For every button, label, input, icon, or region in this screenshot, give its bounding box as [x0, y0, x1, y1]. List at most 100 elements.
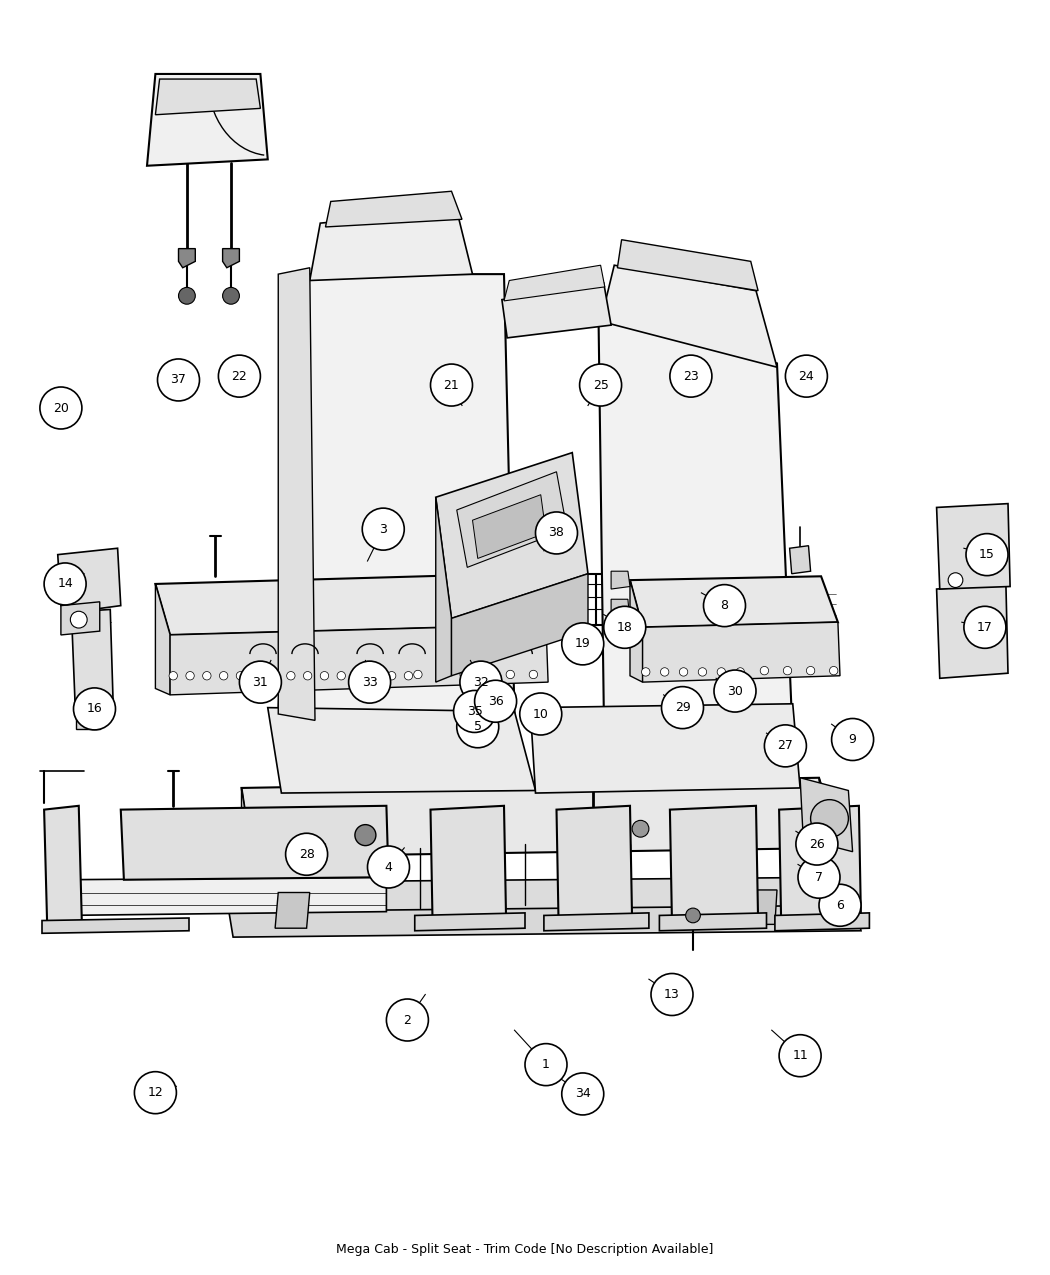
- Polygon shape: [630, 576, 838, 627]
- Text: 10: 10: [532, 708, 549, 720]
- Circle shape: [964, 607, 1006, 648]
- Polygon shape: [275, 892, 310, 928]
- Circle shape: [355, 825, 376, 845]
- Polygon shape: [155, 574, 546, 635]
- Polygon shape: [530, 704, 800, 793]
- Polygon shape: [506, 640, 532, 650]
- Circle shape: [70, 611, 87, 629]
- Circle shape: [806, 667, 815, 674]
- Text: 2: 2: [403, 1014, 412, 1026]
- Circle shape: [368, 847, 410, 887]
- Polygon shape: [819, 778, 845, 882]
- Polygon shape: [670, 806, 758, 924]
- Circle shape: [203, 672, 211, 680]
- Polygon shape: [170, 625, 548, 695]
- Polygon shape: [790, 546, 811, 574]
- Circle shape: [430, 365, 473, 405]
- Circle shape: [186, 672, 194, 680]
- Circle shape: [303, 672, 312, 680]
- Circle shape: [134, 1072, 176, 1113]
- Circle shape: [796, 824, 838, 864]
- Polygon shape: [357, 660, 383, 669]
- Polygon shape: [630, 580, 643, 682]
- Polygon shape: [76, 711, 100, 729]
- Circle shape: [698, 668, 707, 676]
- Circle shape: [270, 672, 278, 680]
- Circle shape: [562, 1074, 604, 1114]
- Text: 35: 35: [466, 705, 483, 718]
- Polygon shape: [44, 806, 82, 928]
- Text: 8: 8: [720, 599, 729, 612]
- Circle shape: [948, 572, 963, 588]
- Polygon shape: [268, 708, 536, 793]
- Circle shape: [178, 287, 195, 305]
- Circle shape: [604, 607, 646, 648]
- Text: 34: 34: [575, 1088, 590, 1100]
- Circle shape: [236, 672, 245, 680]
- Text: 28: 28: [298, 848, 315, 861]
- Polygon shape: [178, 249, 195, 268]
- Circle shape: [966, 534, 1008, 575]
- Circle shape: [830, 667, 838, 674]
- Text: 23: 23: [682, 370, 699, 382]
- Text: 15: 15: [979, 548, 995, 561]
- Text: 18: 18: [616, 621, 633, 634]
- Circle shape: [460, 671, 468, 678]
- Circle shape: [679, 668, 688, 676]
- Text: 4: 4: [384, 861, 393, 873]
- Text: 25: 25: [592, 379, 609, 391]
- Polygon shape: [464, 640, 490, 650]
- Circle shape: [562, 623, 604, 664]
- Circle shape: [158, 360, 200, 400]
- Text: 13: 13: [664, 988, 680, 1001]
- Polygon shape: [611, 599, 630, 625]
- Polygon shape: [278, 268, 315, 720]
- Text: 9: 9: [848, 733, 857, 746]
- Polygon shape: [779, 806, 861, 924]
- Circle shape: [783, 667, 792, 674]
- Polygon shape: [937, 504, 1010, 589]
- Polygon shape: [544, 913, 649, 931]
- Polygon shape: [223, 249, 239, 268]
- Polygon shape: [937, 584, 1008, 678]
- Circle shape: [454, 691, 496, 732]
- Circle shape: [506, 671, 514, 678]
- Polygon shape: [533, 548, 556, 576]
- Text: 37: 37: [170, 374, 187, 386]
- Circle shape: [642, 668, 650, 676]
- Polygon shape: [399, 640, 425, 650]
- Polygon shape: [242, 778, 840, 857]
- Circle shape: [475, 681, 517, 722]
- Circle shape: [525, 1044, 567, 1085]
- Circle shape: [320, 672, 329, 680]
- Circle shape: [798, 857, 840, 898]
- Text: 21: 21: [443, 379, 460, 391]
- Circle shape: [337, 672, 345, 680]
- Polygon shape: [504, 265, 605, 301]
- Polygon shape: [155, 584, 170, 695]
- Circle shape: [536, 513, 578, 553]
- Polygon shape: [643, 622, 840, 682]
- Circle shape: [386, 1000, 428, 1040]
- Polygon shape: [611, 571, 630, 589]
- Circle shape: [40, 388, 82, 428]
- Circle shape: [632, 820, 649, 838]
- Circle shape: [44, 564, 86, 604]
- Polygon shape: [737, 890, 777, 924]
- Circle shape: [287, 672, 295, 680]
- Text: 11: 11: [793, 1049, 808, 1062]
- Text: 29: 29: [674, 701, 691, 714]
- Circle shape: [819, 885, 861, 926]
- Polygon shape: [617, 240, 758, 291]
- Polygon shape: [250, 640, 276, 650]
- Polygon shape: [357, 640, 383, 650]
- Polygon shape: [800, 778, 853, 852]
- Polygon shape: [775, 913, 869, 931]
- Polygon shape: [556, 806, 632, 924]
- Polygon shape: [399, 660, 425, 669]
- Polygon shape: [42, 918, 189, 933]
- Circle shape: [714, 671, 756, 711]
- Polygon shape: [121, 806, 388, 880]
- Polygon shape: [292, 640, 318, 650]
- Text: 1: 1: [542, 1058, 550, 1071]
